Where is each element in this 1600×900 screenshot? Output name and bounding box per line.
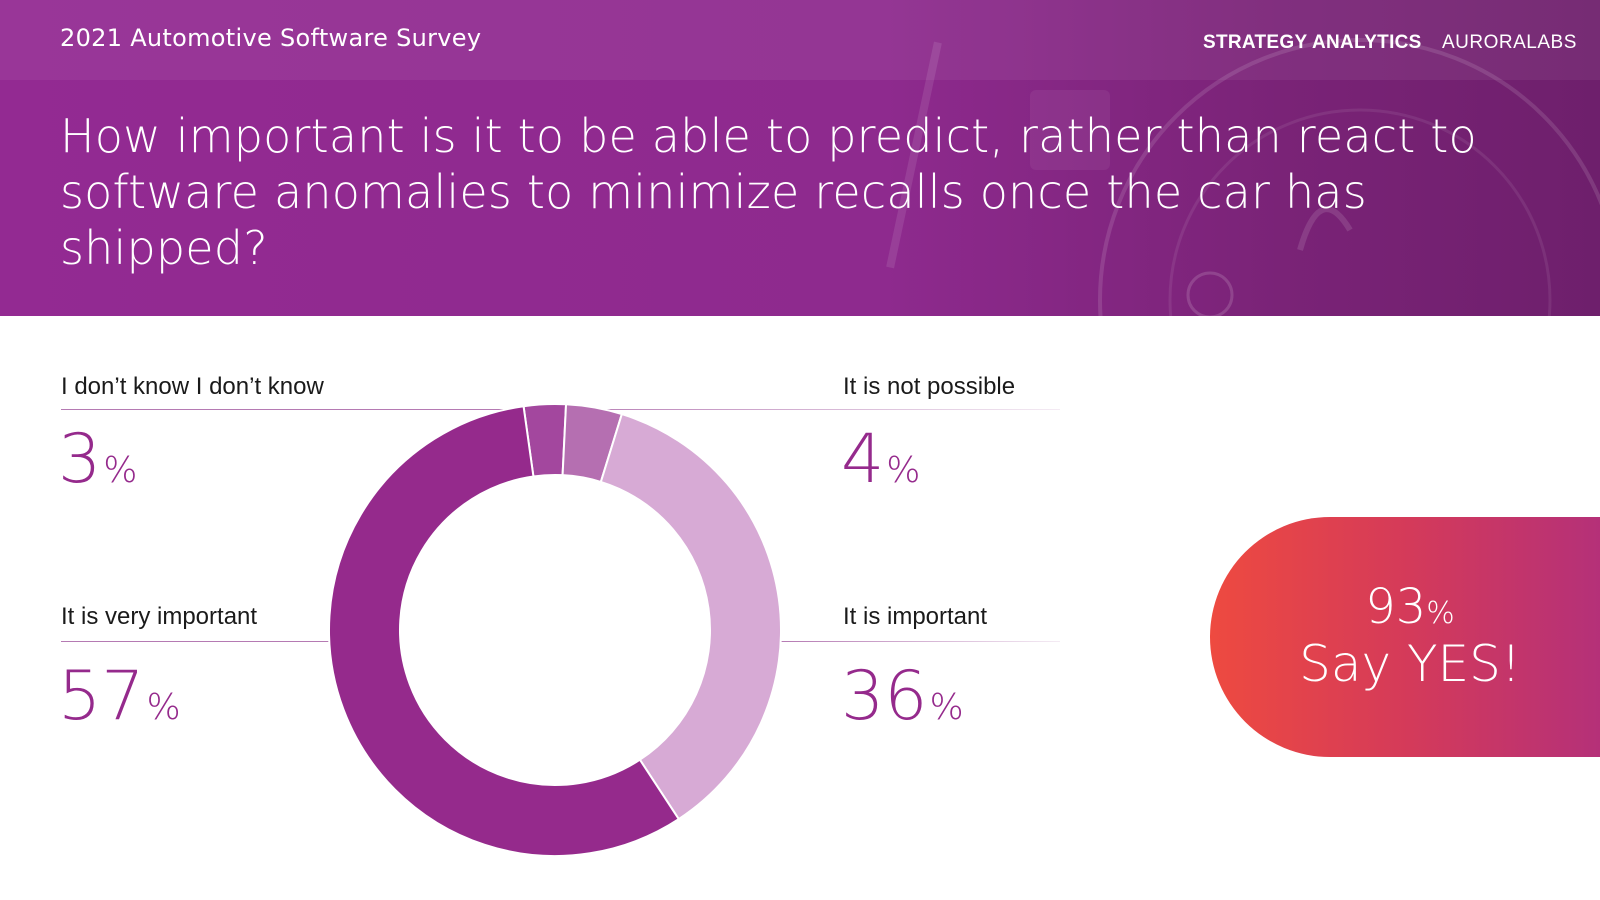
- dashboard-background-image: [886, 38, 1600, 316]
- survey-title: 2021 Automotive Software Survey: [60, 24, 482, 52]
- label-dont-know: I don’t know I don’t know: [61, 373, 324, 400]
- rule-dont-know: [61, 409, 504, 410]
- value-dont-know-number: 3: [58, 420, 102, 499]
- callout-value-number: 93: [1365, 579, 1427, 635]
- value-not-possible: 4%: [841, 426, 920, 494]
- value-very-important-sign: %: [146, 687, 181, 728]
- label-important: It is important: [843, 603, 988, 630]
- header-topbar: [0, 0, 1600, 80]
- question-title: How important is it to be able to predic…: [60, 109, 1477, 275]
- value-not-possible-sign: %: [886, 450, 921, 491]
- donut-chart: [328, 403, 782, 857]
- label-very-important: It is very important: [61, 603, 258, 630]
- value-very-important: 57%: [58, 663, 181, 731]
- value-very-important-number: 57: [58, 657, 145, 736]
- callout-value-sign: %: [1426, 596, 1455, 631]
- value-important-sign: %: [929, 687, 964, 728]
- callout-pill: 93% Say YES!: [1210, 517, 1600, 757]
- value-not-possible-number: 4: [841, 420, 885, 499]
- donut-slice-very-important: [328, 405, 681, 857]
- rule-not-possible: [555, 409, 1060, 410]
- callout-text: Say YES!: [1299, 635, 1521, 693]
- auroralabs-logo: AURORALABS: [1442, 32, 1577, 53]
- value-important-number: 36: [841, 657, 928, 736]
- value-dont-know-sign: %: [103, 450, 138, 491]
- callout-value: 93%: [1210, 579, 1600, 635]
- rule-important: [780, 641, 1060, 642]
- header-banner: 2021 Automotive Software Survey STRATEGY…: [0, 0, 1600, 316]
- rule-very-important: [61, 641, 331, 642]
- label-not-possible: It is not possible: [843, 373, 1016, 400]
- value-important: 36%: [841, 663, 964, 731]
- donut-slice-important: [599, 412, 782, 821]
- strategy-analytics-logo: STRATEGY ANALYTICS: [1203, 32, 1422, 53]
- value-dont-know: 3%: [58, 426, 137, 494]
